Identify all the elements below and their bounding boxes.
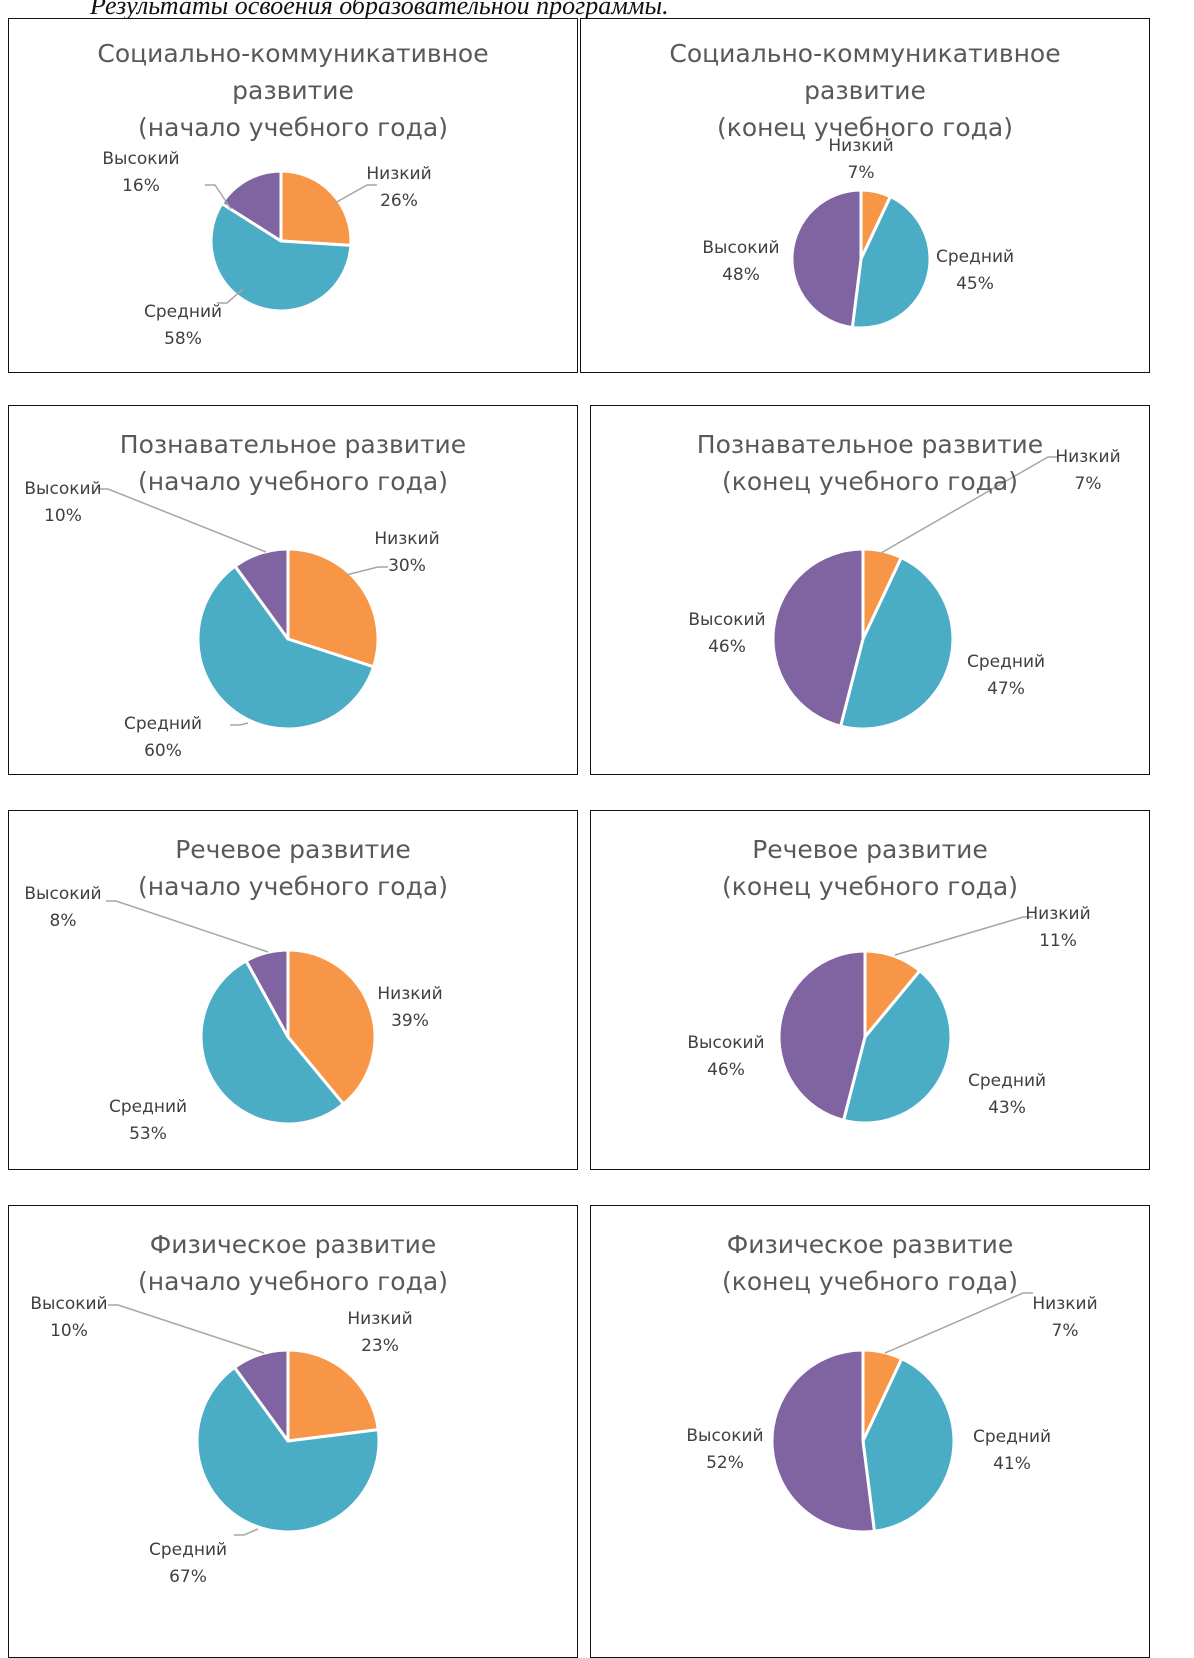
chart-title: Речевое развитие (начало учебного года): [9, 831, 577, 905]
label-name: Средний: [952, 1424, 1072, 1451]
chart-title: Физическое развитие (конец учебного года…: [591, 1226, 1149, 1300]
label-percent: 58%: [123, 326, 243, 353]
data-label-high: Высокий 48%: [681, 235, 801, 289]
label-percent: 60%: [103, 738, 223, 765]
data-label-low: Низкий 39%: [350, 981, 470, 1035]
label-percent: 52%: [665, 1450, 785, 1477]
label-name: Низкий: [347, 526, 467, 553]
label-name: Низкий: [320, 1306, 440, 1333]
label-name: Средний: [128, 1537, 248, 1564]
label-name: Средний: [947, 1068, 1067, 1095]
data-label-medium: Средний 43%: [947, 1068, 1067, 1122]
pie-chart: Низкий 23% Средний 67% Высокий 10% Физическое …: [8, 1205, 578, 1658]
label-name: Средний: [915, 244, 1035, 271]
label-percent: 11%: [998, 928, 1118, 955]
label-name: Средний: [123, 299, 243, 326]
chart-title: Физическое развитие (начало учебного год…: [9, 1226, 577, 1300]
data-label-high: Высокий 16%: [81, 146, 201, 200]
data-label-medium: Средний 45%: [915, 244, 1035, 298]
label-name: Средний: [88, 1094, 208, 1121]
label-percent: 46%: [666, 1057, 786, 1084]
label-name: Низкий: [350, 981, 470, 1008]
label-name: Высокий: [666, 1030, 786, 1057]
data-label-medium: Средний 41%: [952, 1424, 1072, 1478]
label-percent: 45%: [915, 271, 1035, 298]
label-name: Высокий: [665, 1423, 785, 1450]
label-name: Высокий: [681, 235, 801, 262]
chart-title: Социально-коммуникативное развитие (коне…: [581, 35, 1149, 146]
label-percent: 10%: [8, 503, 123, 530]
pie-chart: Низкий 11% Средний 43% Высокий 46% Речевое раз…: [590, 810, 1150, 1170]
data-label-low: Низкий 23%: [320, 1306, 440, 1360]
data-label-high: Высокий 52%: [665, 1423, 785, 1477]
pie-chart: Низкий 26% Средний 58% Высокий 16% Социально-к…: [8, 18, 578, 373]
leader-line: [108, 1305, 264, 1353]
data-label-high: Высокий 46%: [666, 1030, 786, 1084]
label-percent: 16%: [81, 173, 201, 200]
label-percent: 48%: [681, 262, 801, 289]
label-name: Средний: [103, 711, 223, 738]
leader-line: [234, 1529, 258, 1535]
label-percent: 26%: [339, 188, 459, 215]
label-percent: 30%: [347, 553, 467, 580]
chart-title: Познавательное развитие (конец учебного …: [591, 426, 1149, 500]
chart-title: Речевое развитие (конец учебного года): [591, 831, 1149, 905]
data-label-medium: Средний 58%: [123, 299, 243, 353]
leader-line: [106, 901, 268, 952]
label-percent: 23%: [320, 1333, 440, 1360]
label-percent: 39%: [350, 1008, 470, 1035]
pie-chart: Низкий 7% Средний 41% Высокий 52% Физическое р…: [590, 1205, 1150, 1658]
label-name: Низкий: [339, 161, 459, 188]
pie-slice-low: [288, 1350, 378, 1441]
label-percent: 43%: [947, 1095, 1067, 1122]
data-label-medium: Средний 67%: [128, 1537, 248, 1591]
label-percent: 10%: [9, 1318, 129, 1345]
data-label-low: Низкий 26%: [339, 161, 459, 215]
label-name: Низкий: [998, 901, 1118, 928]
label-percent: 53%: [88, 1121, 208, 1148]
data-label-high: Высокий 46%: [667, 607, 787, 661]
data-label-low: Низкий 11%: [998, 901, 1118, 955]
chart-title: Познавательное развитие (начало учебного…: [9, 426, 577, 500]
label-percent: 7%: [801, 160, 921, 187]
pie-chart: Низкий 39% Средний 53% Высокий 8% Речевое разв…: [8, 810, 578, 1170]
label-name: Высокий: [667, 607, 787, 634]
pie-chart: Низкий 7% Средний 45% Высокий 48% Социально-ко…: [580, 18, 1150, 373]
label-percent: 41%: [952, 1451, 1072, 1478]
leader-line: [230, 723, 248, 725]
data-label-medium: Средний 53%: [88, 1094, 208, 1148]
label-percent: 47%: [946, 676, 1066, 703]
data-label-low: Низкий 30%: [347, 526, 467, 580]
label-percent: 7%: [1005, 1318, 1125, 1345]
label-percent: 8%: [8, 908, 123, 935]
label-name: Высокий: [81, 146, 201, 173]
label-percent: 46%: [667, 634, 787, 661]
data-label-medium: Средний 47%: [946, 649, 1066, 703]
data-label-medium: Средний 60%: [103, 711, 223, 765]
pie-slice-high: [772, 1350, 874, 1532]
label-percent: 67%: [128, 1564, 248, 1591]
chart-title: Социально-коммуникативное развитие (нача…: [9, 35, 577, 146]
label-name: Средний: [946, 649, 1066, 676]
pie-slice-high: [792, 190, 861, 327]
pie-chart: Низкий 7% Средний 47% Высокий 46% Познавательн…: [590, 405, 1150, 775]
pie-chart: Низкий 30% Средний 60% Высокий 10% Познаватель…: [8, 405, 578, 775]
